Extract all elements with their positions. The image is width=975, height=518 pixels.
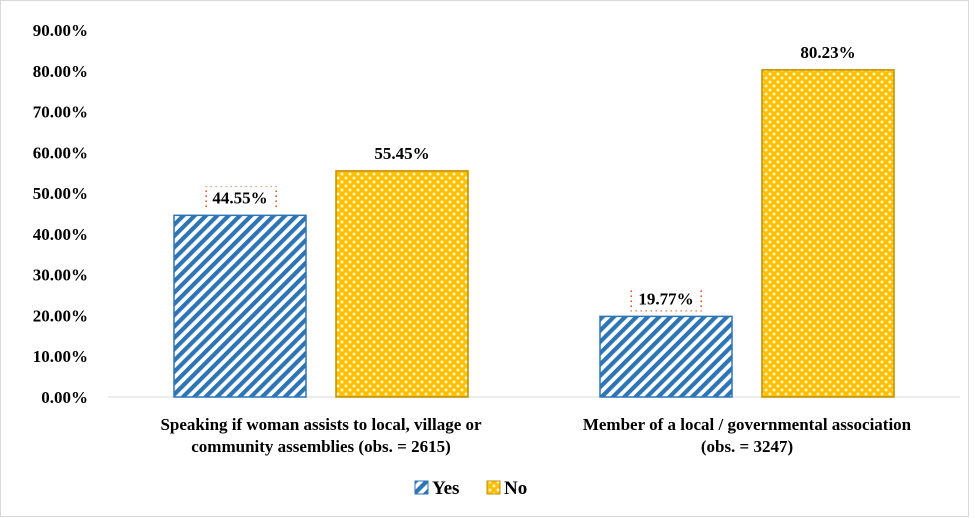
bar-yes-1 bbox=[599, 315, 733, 398]
y-tick-label: 90.00% bbox=[33, 21, 88, 40]
category-label: Speaking if woman assists to local, vill… bbox=[160, 415, 482, 434]
bars-group bbox=[173, 69, 895, 398]
data-label-yes-1: 19.77% bbox=[638, 289, 693, 308]
legend: Yes No bbox=[414, 478, 527, 499]
y-tick-label: 10.00% bbox=[33, 347, 88, 366]
data-label-no-0: 55.45% bbox=[374, 144, 429, 163]
legend-swatch-no bbox=[486, 480, 501, 495]
legend-swatch-yes bbox=[414, 480, 429, 495]
y-tick-label: 30.00% bbox=[33, 266, 88, 285]
y-tick-label: 70.00% bbox=[33, 103, 88, 122]
x-axis-categories: Speaking if woman assists to local, vill… bbox=[160, 415, 911, 456]
y-tick-label: 0.00% bbox=[41, 388, 88, 407]
bar-no-0 bbox=[335, 170, 469, 398]
data-label-no-1: 80.23% bbox=[800, 43, 855, 62]
bar-yes-0 bbox=[173, 214, 307, 398]
y-tick-label: 50.00% bbox=[33, 184, 88, 203]
legend-label-yes: Yes bbox=[432, 478, 459, 499]
y-tick-label: 60.00% bbox=[33, 143, 88, 162]
bar-no-1 bbox=[761, 69, 895, 398]
data-label-yes-0: 44.55% bbox=[212, 188, 267, 207]
data-labels-group: 44.55% 55.45% 19.77% 80.23% bbox=[202, 43, 856, 312]
y-tick-label: 80.00% bbox=[33, 62, 88, 81]
y-axis: 0.00% 10.00% 20.00% 30.00% 40.00% 50.00% 60.00… bbox=[33, 21, 88, 407]
y-tick-label: 40.00% bbox=[33, 225, 88, 244]
data-label-inner bbox=[207, 189, 273, 208]
data-label-inner bbox=[633, 290, 699, 309]
y-tick-label: 20.00% bbox=[33, 306, 88, 325]
category-label: community assemblies (obs. = 2615) bbox=[191, 437, 451, 456]
legend-label-no: No bbox=[504, 478, 527, 499]
category-label: (obs. = 3247) bbox=[701, 437, 793, 456]
category-label: Member of a local / governmental associa… bbox=[583, 415, 912, 434]
